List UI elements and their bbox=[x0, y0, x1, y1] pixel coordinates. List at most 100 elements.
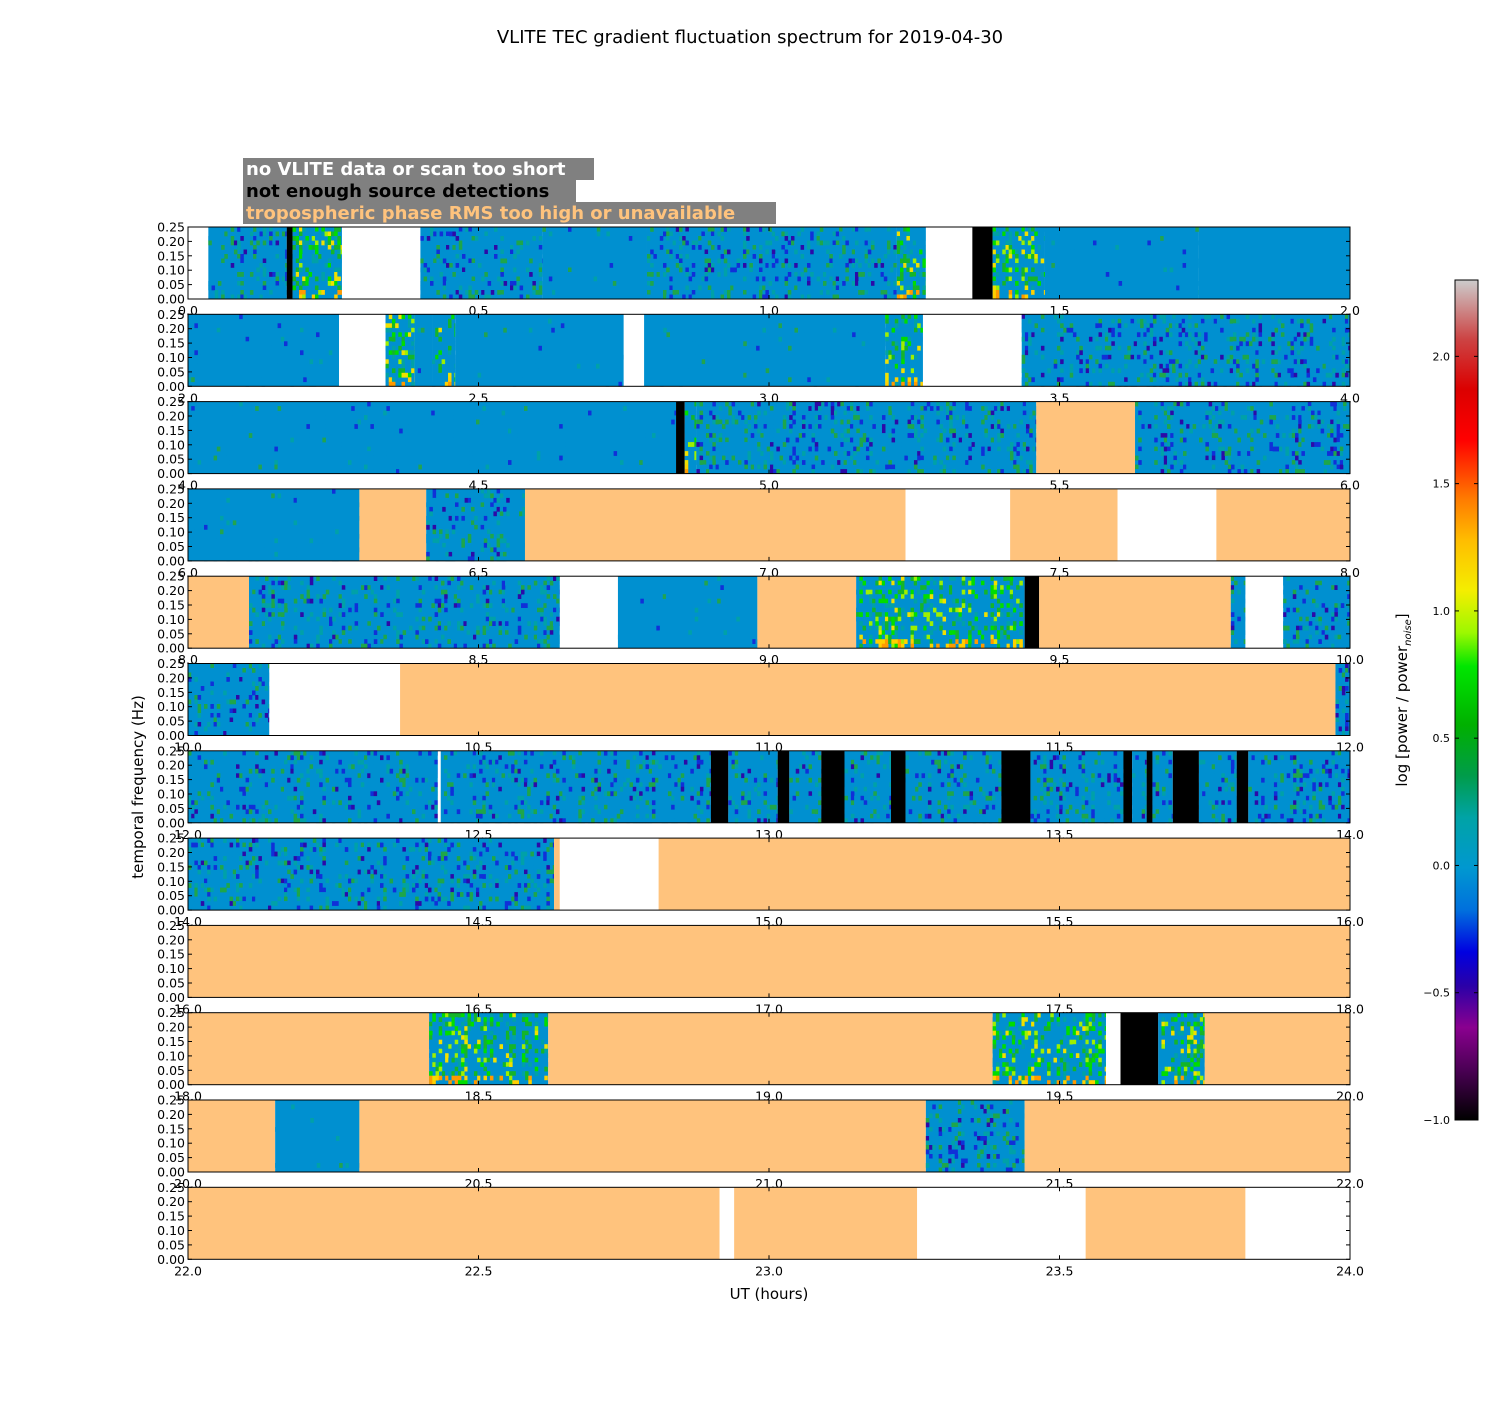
spectrum-block bbox=[845, 751, 891, 823]
y-tick-label: 0.10 bbox=[157, 1223, 185, 1238]
x-axis-label: UT (hours) bbox=[730, 1285, 809, 1303]
spectrum-block bbox=[188, 314, 339, 386]
segment-insufficient bbox=[1173, 751, 1199, 823]
y-tick-label: 0.25 bbox=[157, 1180, 185, 1195]
segment-tropo bbox=[548, 1013, 992, 1085]
spectrum-block bbox=[1152, 751, 1172, 823]
y-tick-label: 0.20 bbox=[157, 1107, 185, 1122]
segment-insufficient bbox=[711, 751, 728, 823]
spectrum-block bbox=[432, 314, 455, 386]
y-tick-label: 0.25 bbox=[157, 220, 185, 235]
y-tick-label: 0.10 bbox=[157, 699, 185, 714]
y-tick-label: 0.05 bbox=[157, 1237, 185, 1252]
y-tick-label: 0.20 bbox=[157, 321, 185, 336]
segment-insufficient bbox=[972, 227, 992, 299]
segment-no_data bbox=[1118, 489, 1217, 561]
y-tick-label: 0.15 bbox=[157, 1209, 185, 1224]
segment-no_data bbox=[1245, 576, 1283, 648]
spectrum-block bbox=[1030, 751, 1123, 823]
y-tick-label: 0.10 bbox=[157, 437, 185, 452]
spectrum-block bbox=[188, 664, 269, 736]
segment-no_data bbox=[1245, 1187, 1350, 1259]
spectrum-block bbox=[208, 227, 286, 299]
x-tick-label: 24.0 bbox=[1336, 1263, 1364, 1278]
segment-no_data bbox=[560, 576, 618, 648]
segment-insufficient bbox=[1123, 751, 1132, 823]
segment-tropo bbox=[1205, 1013, 1350, 1085]
spectrum-block bbox=[647, 227, 897, 299]
y-tick-label: 0.15 bbox=[157, 423, 185, 438]
segment-tropo bbox=[1086, 1187, 1246, 1259]
spectrum-block bbox=[897, 227, 926, 299]
spectrum-block bbox=[644, 314, 885, 386]
y-tick-label: 0.10 bbox=[157, 787, 185, 802]
spectrum-block bbox=[1158, 1013, 1204, 1085]
spectrum-block bbox=[906, 751, 1002, 823]
spectrum-block bbox=[685, 402, 697, 474]
y-tick-label: 0.20 bbox=[157, 583, 185, 598]
spectrum-block bbox=[1199, 751, 1237, 823]
segment-tropo bbox=[188, 1100, 275, 1172]
y-tick-label: 0.05 bbox=[157, 626, 185, 641]
segment-tropo bbox=[554, 838, 560, 910]
y-tick-label: 0.10 bbox=[157, 874, 185, 889]
y-tick-label: 0.15 bbox=[157, 510, 185, 525]
segment-tropo bbox=[659, 838, 1350, 910]
spectrum-block bbox=[856, 576, 1024, 648]
y-tick-label: 0.25 bbox=[157, 743, 185, 758]
segment-insufficient bbox=[821, 751, 844, 823]
y-tick-label: 0.10 bbox=[157, 1136, 185, 1151]
y-tick-label: 0.10 bbox=[157, 263, 185, 278]
y-tick-label: 0.20 bbox=[157, 932, 185, 947]
segment-no_data bbox=[1106, 1013, 1121, 1085]
y-tick-label: 0.25 bbox=[157, 1093, 185, 1108]
segment-tropo bbox=[359, 489, 426, 561]
colorbar-tick-label: 2.0 bbox=[1433, 350, 1451, 363]
segment-insufficient bbox=[1121, 1013, 1159, 1085]
y-tick-label: 0.25 bbox=[157, 1005, 185, 1020]
spectrum-block bbox=[542, 227, 647, 299]
x-tick-label: 22.5 bbox=[465, 1263, 493, 1278]
legend-entry-no_data: no VLITE data or scan too short bbox=[246, 159, 566, 180]
y-tick-label: 0.05 bbox=[157, 277, 185, 292]
y-tick-label: 0.15 bbox=[157, 248, 185, 263]
x-tick-label: 23.0 bbox=[755, 1263, 783, 1278]
segment-insufficient bbox=[891, 751, 906, 823]
spectrum-block bbox=[188, 838, 554, 910]
y-tick-label: 0.05 bbox=[157, 364, 185, 379]
spectrum-block bbox=[926, 1100, 1025, 1172]
spectrum-block bbox=[1135, 402, 1350, 474]
segment-no_data bbox=[926, 227, 972, 299]
segment-tropo bbox=[188, 925, 1350, 997]
y-tick-label: 0.05 bbox=[157, 976, 185, 991]
spectrum-block bbox=[426, 489, 525, 561]
spectrum-block bbox=[1132, 751, 1147, 823]
y-tick-label: 0.05 bbox=[157, 539, 185, 554]
spectrum-block bbox=[429, 1013, 548, 1085]
y-tick-label: 0.20 bbox=[157, 496, 185, 511]
segment-insufficient bbox=[1001, 751, 1030, 823]
segment-no_data bbox=[906, 489, 1011, 561]
spectrum-block bbox=[293, 227, 342, 299]
y-tick-label: 0.15 bbox=[157, 1121, 185, 1136]
y-tick-label: 0.10 bbox=[157, 961, 185, 976]
y-tick-label: 0.25 bbox=[157, 307, 185, 322]
segment-no_data bbox=[339, 314, 385, 386]
y-tick-label: 0.25 bbox=[157, 918, 185, 933]
y-tick-label: 0.25 bbox=[157, 394, 185, 409]
segment-no_data bbox=[917, 1187, 1085, 1259]
segment-tropo bbox=[1025, 1100, 1350, 1172]
segment-no_data bbox=[269, 664, 400, 736]
spectrum-block bbox=[728, 751, 777, 823]
spectrum-block bbox=[1199, 227, 1350, 299]
y-tick-label: 0.05 bbox=[157, 714, 185, 729]
